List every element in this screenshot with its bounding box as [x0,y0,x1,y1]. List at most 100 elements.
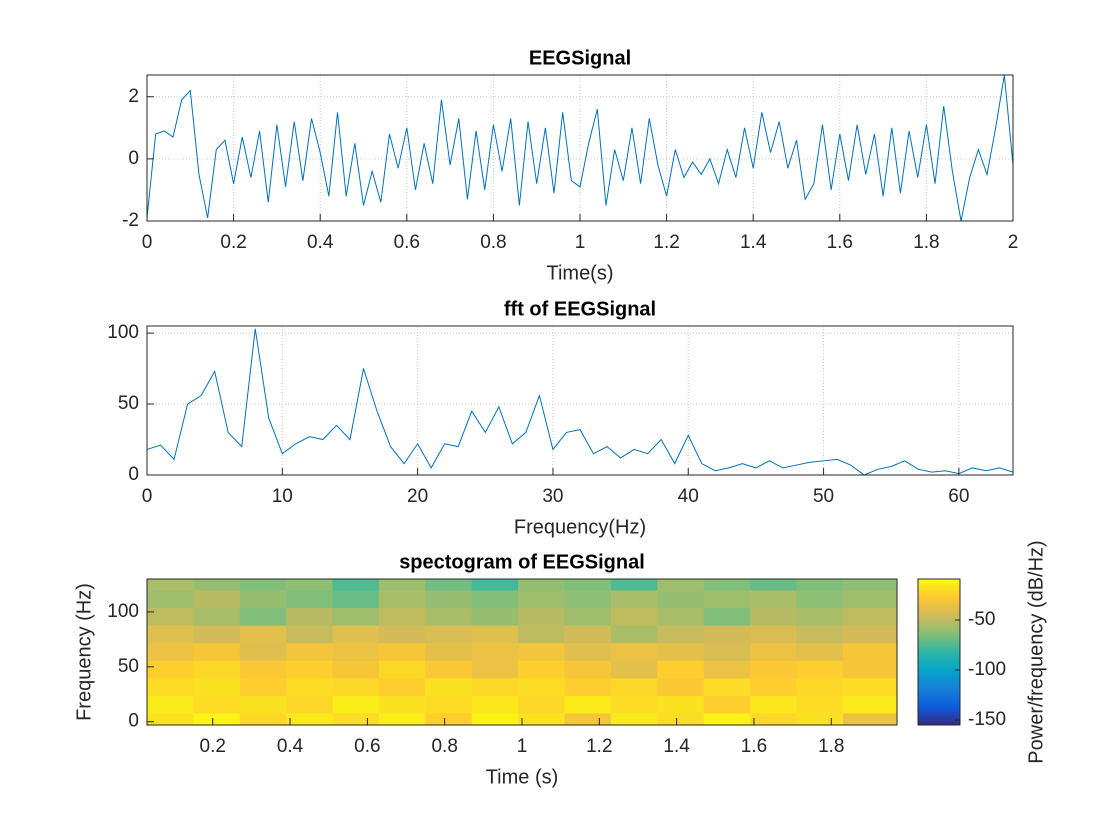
heat-cell [147,677,194,696]
heat-cell [425,677,473,696]
x-tick-label: 1.8 [913,232,939,253]
heat-cell [703,695,751,714]
heat-cell [332,677,380,696]
heat-cell [425,589,473,609]
heat-cell [610,660,658,679]
heat-cell [193,695,241,714]
heat-cell [703,589,751,609]
heat-cell [518,660,566,679]
heat-cell [657,625,705,644]
axes-title: spectogram of EEGSignal [399,551,645,573]
heat-cell [471,677,519,696]
x-tick-label: 1 [517,736,528,757]
axes-title: EEGSignal [529,47,631,69]
heat-cell [796,712,844,726]
heat-cell [147,695,194,714]
x-tick-label: 0.8 [431,736,457,757]
x-axis-label: Frequency(Hz) [514,516,646,538]
heat-cell [332,625,380,644]
heat-cell [239,712,287,726]
heat-cell [564,695,612,714]
y-tick-label: 2 [128,86,139,107]
heat-cell [239,695,287,714]
x-tick-label: 50 [813,486,834,507]
heat-cell [193,589,241,609]
heat-cell [703,712,751,726]
signal-line [146,328,1014,476]
heat-cell [564,625,612,644]
x-axis-label: Time (s) [486,766,559,788]
x-tick-label: 0 [142,486,153,507]
heat-cell [147,589,194,609]
heat-cell [518,607,566,626]
x-tick-label: 1.2 [586,736,612,757]
heat-cell [657,607,705,626]
x-tick-label: 60 [948,486,969,507]
heat-cell [471,579,519,591]
heat-cell [425,712,473,726]
heat-cell [564,642,612,661]
heat-cell [147,607,194,626]
heat-cell [610,712,658,726]
heat-cell [147,660,194,679]
heat-cell [471,589,519,609]
heat-cell [286,695,334,714]
heat-cell [286,625,334,644]
x-tick-label: 40 [678,486,699,507]
colorbar-tick-label: -50 [968,609,995,630]
heat-cell [657,642,705,661]
heat-cell [193,677,241,696]
heat-cell [378,625,426,644]
heat-cell [239,642,287,661]
x-tick-label: 1.6 [827,232,853,253]
heat-cell [750,625,797,644]
heat-cell [378,677,426,696]
heat-cell [657,677,705,696]
colorbar-tick-label: -150 [968,709,1006,730]
axes-title: fft of EEGSignal [504,298,656,320]
x-tick-label: 0.2 [220,232,246,253]
heat-cell [518,695,566,714]
heat-cell [147,625,194,644]
heat-cell [750,660,797,679]
heat-cell [610,607,658,626]
y-tick-label: 0 [128,711,139,732]
y-tick-label: 0 [128,464,139,485]
signal-line [146,74,1014,222]
heat-cell [425,607,473,626]
heat-cell [425,660,473,679]
heat-cell [796,607,844,626]
heat-cell [239,625,287,644]
heat-cell [286,642,334,661]
heat-cell [193,625,241,644]
heat-cell [332,579,380,591]
heat-cell [471,625,519,644]
heat-cell [518,712,566,726]
heat-cell [286,677,334,696]
heat-cell [518,579,566,591]
heat-cell [796,695,844,714]
heat-cell [564,660,612,679]
x-tick-label: 0.4 [277,736,304,757]
heat-cell [378,579,426,591]
heat-cell [286,589,334,609]
heat-cell [750,642,797,661]
heat-cell [193,642,241,661]
y-axis-label: Frequency (Hz) [73,583,95,721]
heat-cell [147,579,194,591]
heat-cell [471,607,519,626]
heat-cell [425,625,473,644]
heat-cell [518,625,566,644]
x-tick-label: 0.6 [394,232,420,253]
heat-cell [657,660,705,679]
heat-cell [286,712,334,726]
heat-cell [796,625,844,644]
x-tick-label: 0.8 [480,232,506,253]
heat-cell [703,677,751,696]
heat-cell [796,579,844,591]
heat-cell [750,695,797,714]
heat-cell [193,712,241,726]
heat-cell [286,579,334,591]
heat-cell [332,607,380,626]
colorbar-tick-label: -100 [968,659,1006,680]
